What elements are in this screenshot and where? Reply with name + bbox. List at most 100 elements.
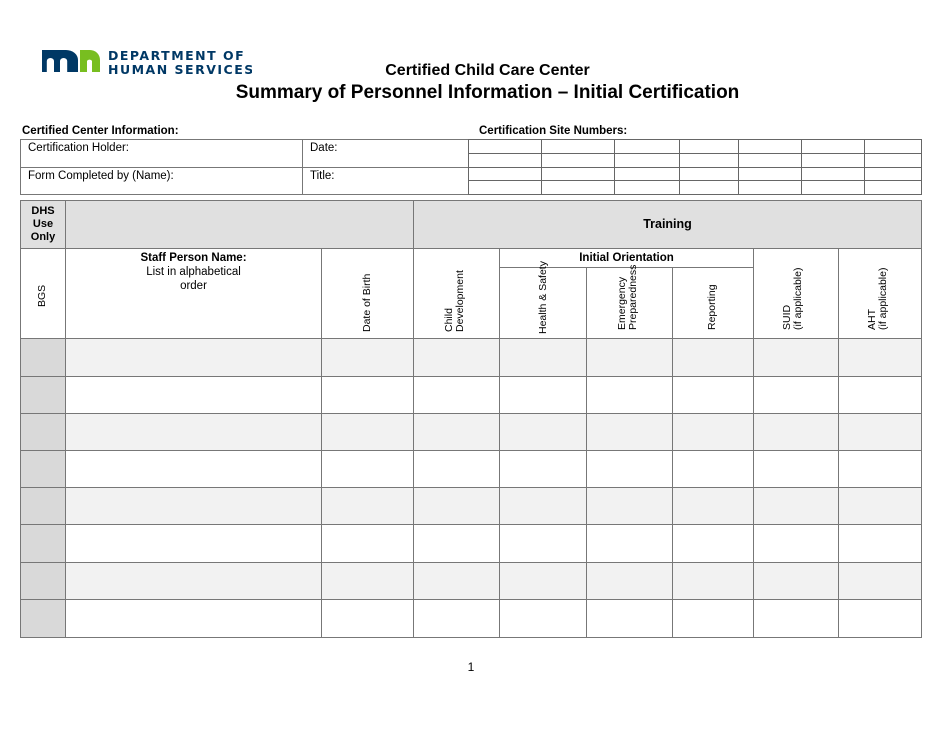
bgs-cell[interactable]	[20, 413, 66, 451]
table-cell[interactable]	[753, 524, 839, 563]
title-field[interactable]: Title:	[302, 167, 469, 195]
site-number-cell[interactable]	[679, 167, 739, 181]
table-cell[interactable]	[65, 524, 322, 563]
bgs-cell[interactable]	[20, 487, 66, 525]
table-cell[interactable]	[499, 524, 587, 563]
table-cell[interactable]	[413, 413, 500, 451]
table-cell[interactable]	[499, 376, 587, 414]
table-cell[interactable]	[413, 376, 500, 414]
site-number-cell[interactable]	[541, 153, 615, 168]
table-cell[interactable]	[753, 338, 839, 377]
date-field[interactable]: Date:	[302, 139, 469, 168]
table-cell[interactable]	[838, 338, 922, 377]
table-cell[interactable]	[65, 376, 322, 414]
site-number-cell[interactable]	[801, 139, 865, 154]
table-cell[interactable]	[672, 524, 754, 563]
site-number-cell[interactable]	[738, 180, 802, 195]
table-cell[interactable]	[65, 450, 322, 488]
site-number-cell[interactable]	[864, 167, 922, 181]
table-cell[interactable]	[65, 562, 322, 600]
table-cell[interactable]	[672, 338, 754, 377]
table-cell[interactable]	[321, 599, 414, 638]
table-cell[interactable]	[499, 562, 587, 600]
table-cell[interactable]	[65, 599, 322, 638]
table-cell[interactable]	[321, 524, 414, 563]
table-cell[interactable]	[65, 338, 322, 377]
table-cell[interactable]	[586, 413, 673, 451]
bgs-cell[interactable]	[20, 599, 66, 638]
site-number-cell[interactable]	[541, 180, 615, 195]
table-cell[interactable]	[586, 562, 673, 600]
table-cell[interactable]	[586, 487, 673, 525]
site-number-cell[interactable]	[614, 139, 680, 154]
table-cell[interactable]	[838, 524, 922, 563]
site-number-cell[interactable]	[679, 153, 739, 168]
table-cell[interactable]	[586, 599, 673, 638]
table-cell[interactable]	[413, 524, 500, 563]
table-cell[interactable]	[672, 599, 754, 638]
table-cell[interactable]	[586, 376, 673, 414]
table-cell[interactable]	[499, 450, 587, 488]
site-number-cell[interactable]	[468, 139, 542, 154]
bgs-cell[interactable]	[20, 376, 66, 414]
site-number-cell[interactable]	[801, 167, 865, 181]
table-cell[interactable]	[753, 562, 839, 600]
site-number-cell[interactable]	[614, 180, 680, 195]
table-cell[interactable]	[672, 562, 754, 600]
site-number-cell[interactable]	[864, 153, 922, 168]
table-cell[interactable]	[499, 599, 587, 638]
table-cell[interactable]	[838, 487, 922, 525]
table-cell[interactable]	[672, 487, 754, 525]
site-number-cell[interactable]	[738, 139, 802, 154]
bgs-cell[interactable]	[20, 524, 66, 563]
table-cell[interactable]	[413, 487, 500, 525]
table-cell[interactable]	[413, 450, 500, 488]
table-cell[interactable]	[321, 413, 414, 451]
table-cell[interactable]	[586, 524, 673, 563]
table-cell[interactable]	[672, 376, 754, 414]
table-cell[interactable]	[838, 413, 922, 451]
table-cell[interactable]	[838, 562, 922, 600]
site-number-cell[interactable]	[738, 153, 802, 168]
bgs-cell[interactable]	[20, 338, 66, 377]
bgs-cell[interactable]	[20, 562, 66, 600]
table-cell[interactable]	[838, 376, 922, 414]
table-cell[interactable]	[586, 338, 673, 377]
table-cell[interactable]	[753, 450, 839, 488]
table-cell[interactable]	[321, 450, 414, 488]
site-number-cell[interactable]	[468, 153, 542, 168]
site-number-cell[interactable]	[468, 180, 542, 195]
site-number-cell[interactable]	[541, 167, 615, 181]
table-cell[interactable]	[321, 338, 414, 377]
table-cell[interactable]	[753, 376, 839, 414]
site-number-cell[interactable]	[864, 139, 922, 154]
site-number-cell[interactable]	[801, 153, 865, 168]
table-cell[interactable]	[65, 413, 322, 451]
table-cell[interactable]	[586, 450, 673, 488]
table-cell[interactable]	[672, 450, 754, 488]
completed-by-field[interactable]: Form Completed by (Name):	[20, 167, 303, 195]
site-number-cell[interactable]	[541, 139, 615, 154]
table-cell[interactable]	[413, 338, 500, 377]
site-number-cell[interactable]	[738, 167, 802, 181]
table-cell[interactable]	[65, 487, 322, 525]
table-cell[interactable]	[672, 413, 754, 451]
table-cell[interactable]	[838, 599, 922, 638]
table-cell[interactable]	[753, 599, 839, 638]
table-cell[interactable]	[499, 413, 587, 451]
site-number-cell[interactable]	[679, 180, 739, 195]
table-cell[interactable]	[321, 487, 414, 525]
table-cell[interactable]	[753, 413, 839, 451]
certification-holder-field[interactable]: Certification Holder:	[20, 139, 303, 168]
site-number-cell[interactable]	[614, 167, 680, 181]
table-cell[interactable]	[321, 376, 414, 414]
table-cell[interactable]	[413, 562, 500, 600]
table-cell[interactable]	[413, 599, 500, 638]
site-number-cell[interactable]	[801, 180, 865, 195]
table-cell[interactable]	[499, 487, 587, 525]
site-number-cell[interactable]	[468, 167, 542, 181]
bgs-cell[interactable]	[20, 450, 66, 488]
site-number-cell[interactable]	[614, 153, 680, 168]
table-cell[interactable]	[838, 450, 922, 488]
table-cell[interactable]	[499, 338, 587, 377]
